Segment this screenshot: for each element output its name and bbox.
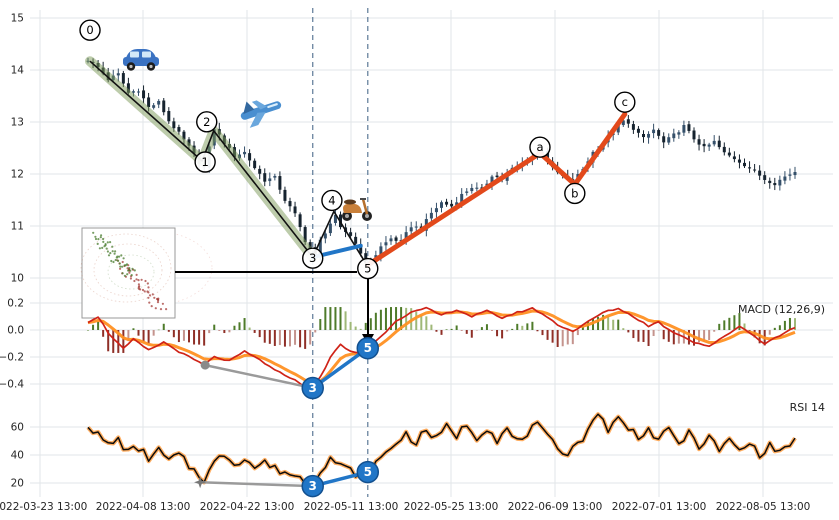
correction-wave-line [365, 111, 628, 268]
wave-label-3: 3 [302, 247, 324, 269]
x-tick-label: 2022-08-05 13:00 [716, 501, 811, 513]
macd-marker-5: 5 [356, 336, 380, 360]
macd-panel-label: MACD (12,26,9) [737, 303, 825, 316]
x-tick-label: 2022-03-23 13:00 [0, 501, 87, 513]
macd-tick-label: 0.0 [7, 325, 24, 337]
macd-tick-label: −0.4 [0, 379, 24, 391]
macd-line [87, 306, 796, 389]
x-tick-label: 2022-07-01 13:00 [612, 501, 707, 513]
x-tick-label: 2022-04-08 13:00 [96, 501, 191, 513]
macd-gray-connector [204, 363, 313, 390]
svg-text:3: 3 [309, 251, 316, 265]
rsi-tick-label: 60 [11, 422, 24, 434]
rsi-star-marker [194, 476, 207, 489]
x-tick-label: 2022-05-25 13:00 [404, 501, 499, 513]
rsi-marker-5: 5 [356, 460, 380, 484]
macd-signal-line [87, 309, 796, 385]
price-tick-label: 14 [11, 65, 25, 77]
svg-text:5: 5 [364, 262, 371, 276]
price-tick-label: 15 [11, 13, 24, 25]
x-tick-label: 2022-05-11 13:00 [304, 501, 399, 513]
rsi-tick-label: 40 [11, 450, 24, 462]
wave-label-c: c [614, 91, 636, 113]
macd-marker-3: 3 [301, 376, 324, 400]
airplane-icon [240, 100, 282, 128]
wave-label-1: 1 [194, 151, 216, 173]
svg-text:2: 2 [203, 115, 210, 129]
rsi-glow-line [86, 412, 797, 486]
wave-label-4: 4 [321, 189, 343, 212]
svg-text:4: 4 [328, 193, 335, 207]
x-tick-label: 2022-04-22 13:00 [200, 501, 295, 513]
svg-text:a: a [536, 140, 543, 154]
candles-layer [86, 57, 797, 267]
price-tick-label: 10 [11, 273, 24, 285]
wave-label-a: a [529, 136, 551, 158]
svg-text:5: 5 [364, 341, 372, 355]
x-tick-label: 2022-06-09 13:00 [508, 501, 603, 513]
tick-labels: 1514131211100.20.0−0.2−0.46040202022-03-… [0, 13, 810, 514]
wave-label-2: 2 [196, 111, 218, 133]
svg-text:3: 3 [309, 479, 317, 493]
svg-text:b: b [571, 186, 578, 200]
macd-tick-label: 0.2 [7, 298, 24, 310]
wave-label-b: b [564, 182, 586, 205]
wave-label-0: 0 [79, 19, 101, 41]
scooter-icon [342, 198, 372, 221]
price-tick-label: 13 [11, 117, 24, 129]
svg-text:c: c [622, 95, 628, 109]
wave-label-5: 5 [357, 257, 379, 280]
car-icon [123, 49, 159, 71]
attractor-inset [80, 227, 213, 319]
macd-gray-dot [200, 360, 210, 370]
macd-blue-connector [311, 346, 369, 390]
price-tick-label: 12 [11, 169, 24, 181]
svg-text:5: 5 [364, 465, 372, 479]
rsi-line [87, 413, 796, 485]
svg-text:0: 0 [86, 23, 93, 37]
rsi-marker-3: 3 [301, 474, 324, 498]
rsi-gray-connector [200, 481, 313, 488]
price-tick-label: 11 [11, 221, 24, 233]
svg-text:3: 3 [309, 381, 317, 395]
macd-tick-label: −0.2 [0, 352, 24, 364]
rsi-tick-label: 20 [11, 478, 24, 490]
svg-text:1: 1 [201, 155, 208, 169]
impulse-wave-line [89, 60, 369, 268]
rsi-panel-label: RSI 14 [789, 401, 825, 414]
